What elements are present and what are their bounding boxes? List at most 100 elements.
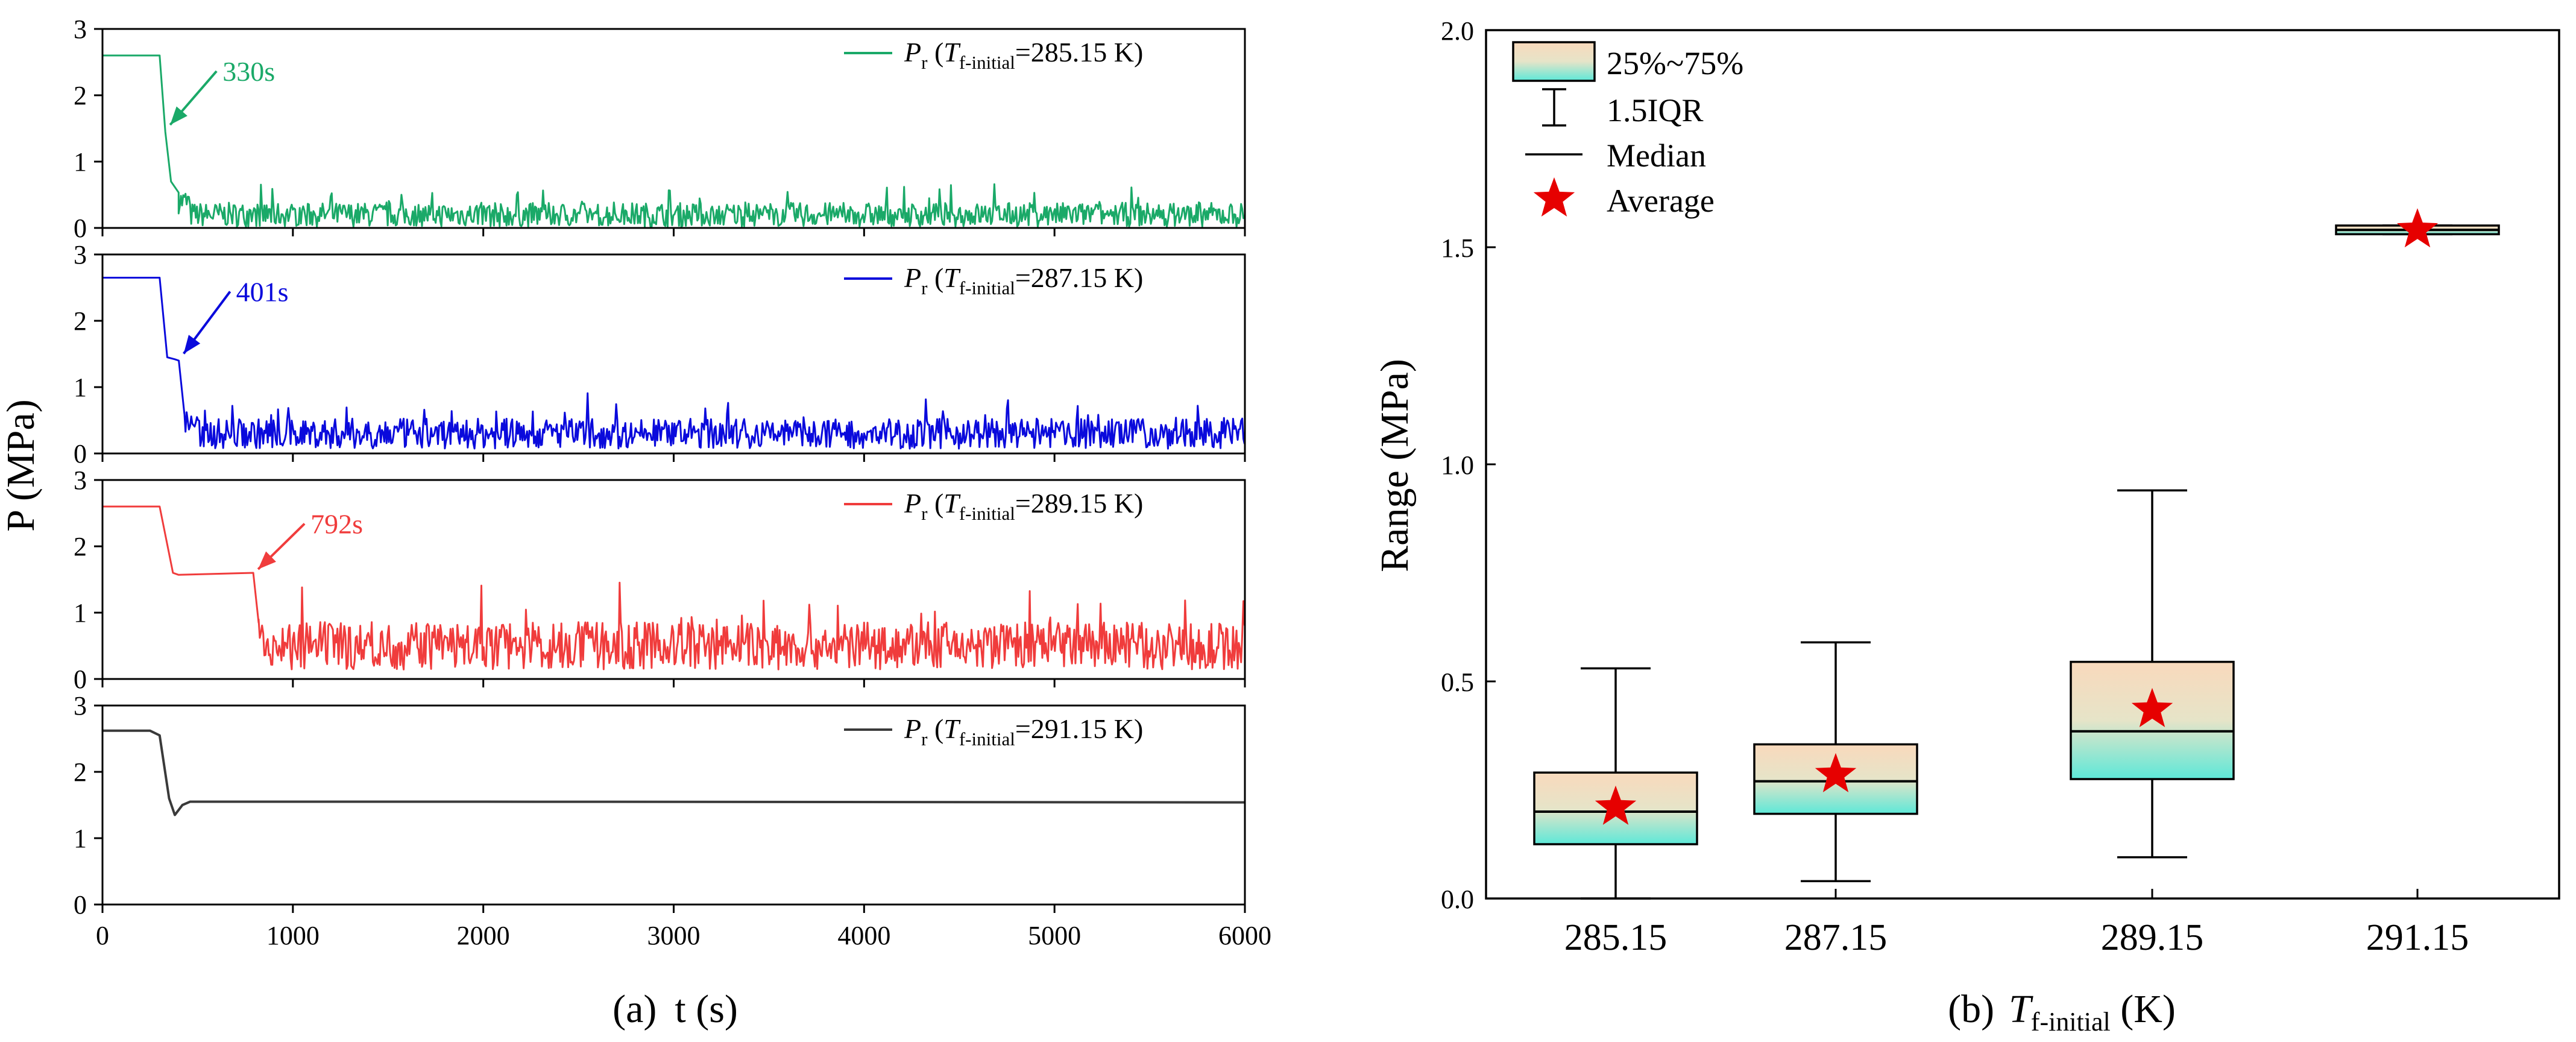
legend-sub: r: [921, 52, 928, 73]
annotation-label: 401s: [236, 277, 289, 308]
legend-rest: =287.15 K): [1015, 262, 1143, 293]
y-tick-label: 2: [74, 532, 87, 561]
legend-it: T: [943, 262, 961, 293]
legend-median-label: Median: [1607, 137, 1706, 174]
legend-itsub: f-initial: [959, 503, 1015, 524]
x-tick-label: 289.15: [2101, 917, 2204, 958]
box-287.15: [1753, 641, 1918, 882]
annotation-label: 792s: [310, 509, 363, 540]
legend-sym: P: [904, 488, 921, 519]
annotation-arrow-head: [258, 551, 276, 569]
box-285.15: [1533, 667, 1698, 900]
x-tick-label: 291.15: [2366, 917, 2469, 958]
y-tick-label: 0: [74, 439, 87, 469]
panel-a-caption: (a) t (s): [613, 987, 738, 1031]
legend-label: Pr (Tf-initial=287.15 K): [904, 262, 1143, 298]
mean-star: [1815, 753, 1857, 792]
legend-box-swatch: [1512, 41, 1596, 82]
annotation-arrow-head: [183, 335, 201, 354]
series-line-2: [102, 277, 1245, 450]
panel-b-caption-letter: (b): [1948, 987, 1994, 1031]
y-tick-label: 1.5: [1441, 233, 1474, 263]
legend-itsub: f-initial: [959, 277, 1015, 298]
legend-rest: =291.15 K): [1015, 713, 1143, 744]
panel-b-ylabel: Range (MPa): [1373, 359, 1417, 572]
annotation-label: 330s: [222, 56, 275, 87]
legend-open: (: [927, 262, 943, 293]
subplot-3: 0 1 2 3 Pr (Tf-initial=289.15 K) 792s: [74, 466, 1246, 694]
panel-a-ylabel: P (MPa): [0, 399, 43, 531]
x-tick-label: 5000: [1028, 921, 1081, 950]
y-tick-label: 2: [74, 757, 87, 787]
mean-star: [1595, 785, 1637, 825]
legend-mean-swatch: [1533, 177, 1575, 217]
panel-a-caption-axis: t (s): [675, 987, 737, 1031]
legend-sub: r: [921, 728, 928, 750]
iqr-box: [2070, 660, 2235, 780]
y-tick-label: 0: [74, 213, 87, 243]
legend-itsub: f-initial: [959, 52, 1015, 73]
legend-open: (: [927, 37, 943, 68]
legend-it: T: [943, 713, 961, 744]
y-tick-label: 1: [74, 373, 87, 402]
legend-sub: r: [921, 503, 928, 524]
panel-b-caption: (b) Tf-initial (K): [1948, 987, 2176, 1037]
panel-b-caption-sym: T: [2009, 987, 2033, 1031]
y-tick-label: 0.0: [1441, 885, 1474, 914]
legend-sub: r: [921, 277, 928, 298]
mean-star: [2131, 687, 2173, 727]
x-tick-label: 3000: [647, 921, 701, 950]
x-tick-label: 2000: [457, 921, 510, 950]
subplot-2: 0 1 2 3 Pr (Tf-initial=287.15 K) 401s: [74, 240, 1246, 469]
y-tick-label: 1: [74, 598, 87, 628]
y-tick-label: 1.0: [1441, 450, 1474, 480]
panel-a-caption-letter: (a): [613, 987, 657, 1031]
legend-mean-label: Average: [1607, 183, 1715, 219]
y-tick-label: 0: [74, 665, 87, 694]
legend-whisker-label: 1.5IQR: [1607, 92, 1704, 128]
y-tick-label: 3: [74, 691, 87, 721]
y-tick-label: 3: [74, 466, 87, 495]
y-tick-label: 0: [74, 890, 87, 920]
y-tick-label: 3: [74, 240, 87, 270]
x-tick-label: 1000: [266, 921, 320, 950]
y-tick-label: 2.0: [1441, 16, 1474, 46]
box-291.15: [2335, 208, 2500, 248]
legend-label: Pr (Tf-initial=285.15 K): [904, 37, 1143, 73]
panel-b-caption-sub: f-initial: [2031, 1007, 2111, 1037]
y-tick-label: 0.5: [1441, 668, 1474, 697]
legend-open: (: [927, 713, 943, 744]
x-tick-label: 285.15: [1564, 917, 1667, 958]
y-tick-label: 2: [74, 81, 87, 110]
panel-b-caption-unit: (K): [2111, 987, 2176, 1031]
legend-it: T: [943, 37, 961, 68]
x-tick-label: 6000: [1218, 921, 1271, 950]
legend-itsub: f-initial: [959, 728, 1015, 750]
y-tick-label: 2: [74, 306, 87, 336]
legend-label: Pr (Tf-initial=291.15 K): [904, 713, 1143, 750]
series-line-4: [102, 729, 1245, 816]
legend-iqr-label: 25%~75%: [1607, 45, 1743, 81]
series-line-1: [102, 54, 1245, 228]
legend-sym: P: [904, 37, 921, 68]
x-tick-label: 287.15: [1784, 917, 1888, 958]
annotation-arrow-head: [170, 106, 187, 125]
panel-b-frame: [1485, 29, 2560, 900]
legend-label: Pr (Tf-initial=289.15 K): [904, 488, 1143, 524]
legend-rest: =285.15 K): [1015, 37, 1143, 68]
x-tick-label: 4000: [837, 921, 890, 950]
y-tick-label: 1: [74, 824, 87, 853]
legend-open: (: [927, 488, 943, 519]
legend-it: T: [943, 488, 961, 519]
y-tick-label: 1: [74, 147, 87, 177]
legend-sym: P: [904, 262, 921, 293]
legend-rest: =289.15 K): [1015, 488, 1143, 519]
panel-b-legend: 25%~75% 1.5IQR Median Average: [1512, 41, 1743, 219]
legend-sym: P: [904, 713, 921, 744]
x-tick-label: 0: [96, 921, 109, 950]
subplot-1: 0 1 2 3 Pr (Tf-initial=285.15 K) 330s: [74, 14, 1246, 243]
mean-star: [2396, 208, 2439, 248]
y-tick-label: 3: [74, 14, 87, 44]
